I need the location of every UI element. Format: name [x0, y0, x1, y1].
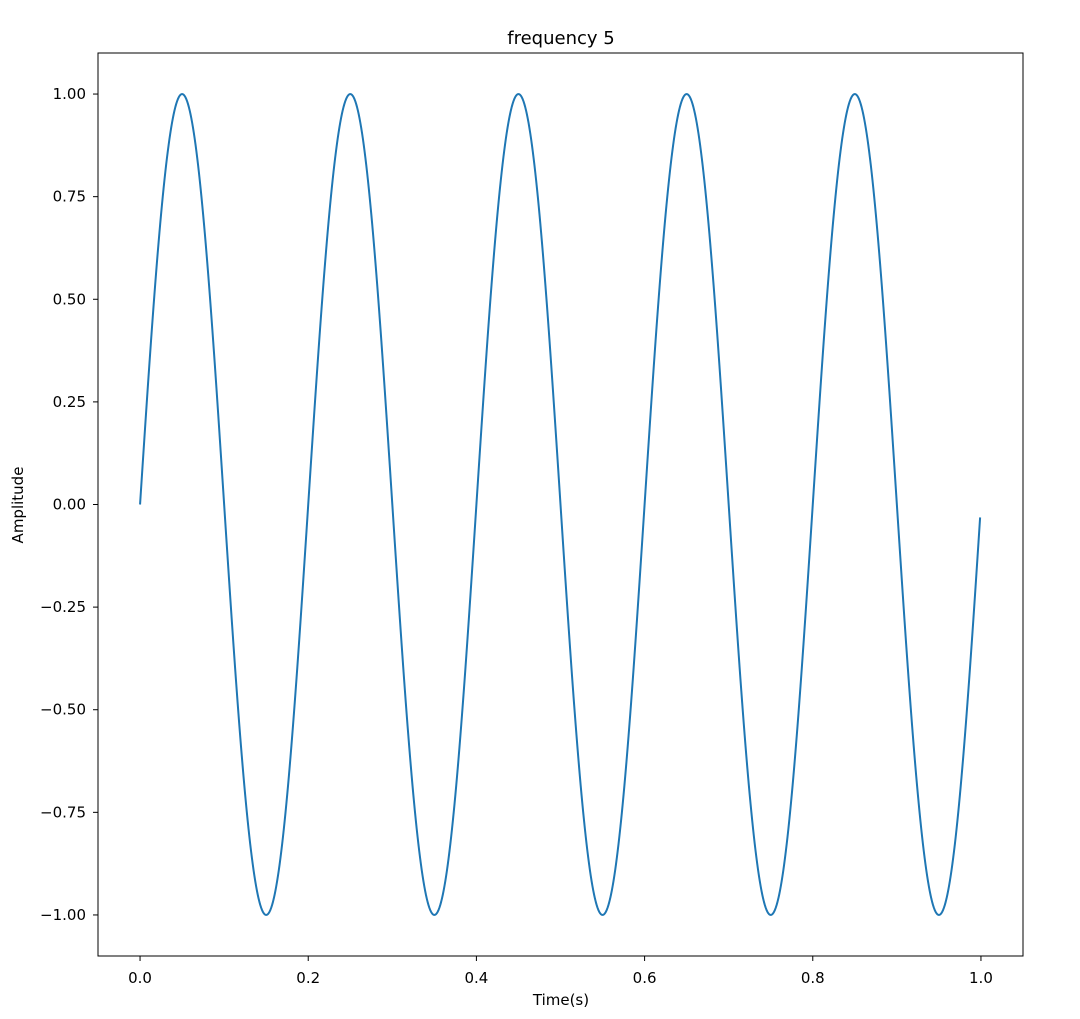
- x-tick-label: 0.6: [633, 969, 657, 987]
- x-tick-label: 1.0: [969, 969, 993, 987]
- y-tick-label: 0.50: [53, 290, 86, 308]
- series-line: [139, 93, 982, 916]
- series-layer: [139, 93, 982, 916]
- x-tick-label: 0.8: [801, 969, 825, 987]
- chart-title: frequency 5: [507, 28, 614, 49]
- x-tick-label: 0.2: [296, 969, 320, 987]
- y-tick-label: 0.75: [53, 188, 86, 206]
- y-axis-title: Amplitude: [9, 467, 27, 544]
- y-tick-label: 0.25: [53, 393, 86, 411]
- y-tick-label: −1.00: [40, 906, 86, 924]
- x-tick-label: 0.0: [128, 969, 152, 987]
- x-axis-title: Time(s): [532, 991, 589, 1009]
- y-tick-label: 0.00: [53, 496, 86, 514]
- x-axis: 0.0 0.2 0.4 0.6 0.8 1.0: [128, 956, 993, 987]
- y-tick-label: −0.25: [40, 598, 86, 616]
- y-tick-label: −0.75: [40, 803, 86, 821]
- y-axis: 1.00 0.75 0.50 0.25 0.00 −0.25 −0.50 −0.75 −1.00: [40, 85, 98, 924]
- y-tick-label: −0.50: [40, 701, 86, 719]
- x-tick-label: 0.4: [464, 969, 488, 987]
- y-tick-label: 1.00: [53, 85, 86, 103]
